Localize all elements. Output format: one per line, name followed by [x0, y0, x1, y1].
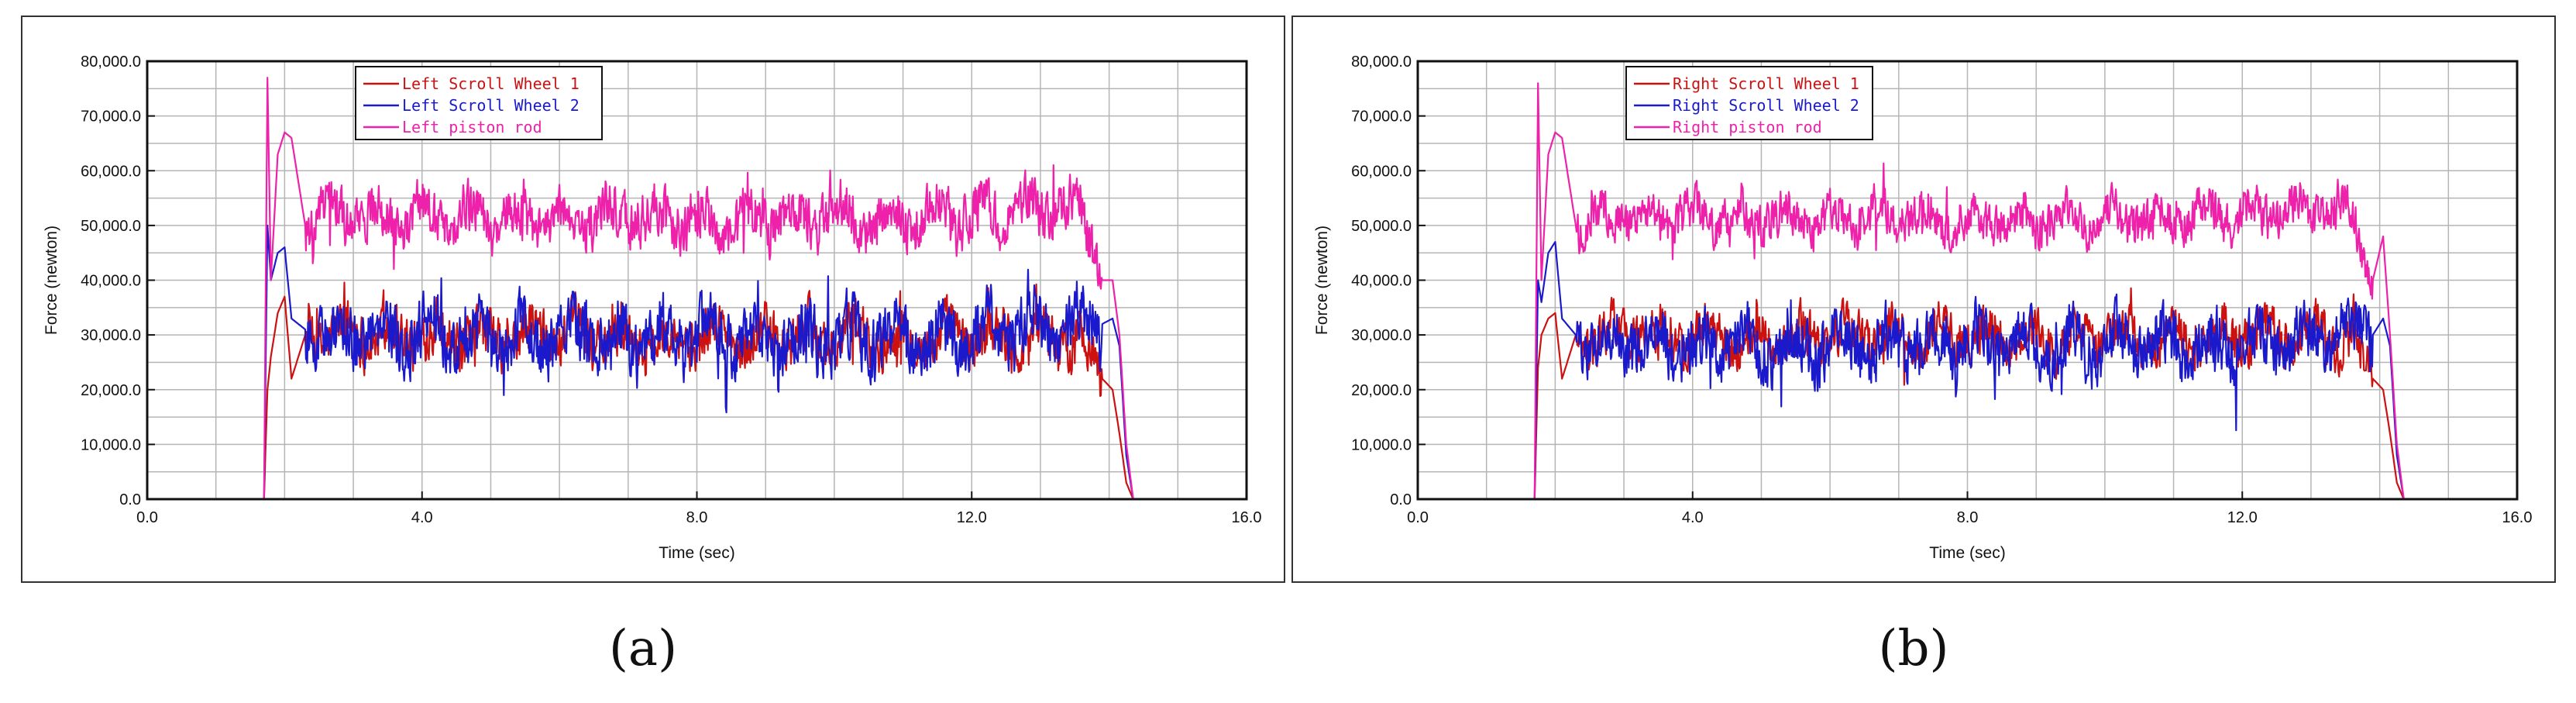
- y-tick-label: 60,000.0: [81, 163, 141, 180]
- legend-label: Left piston rod: [402, 118, 542, 136]
- series-line-2: [1417, 241, 2518, 501]
- x-tick-label: 8.0: [686, 509, 708, 526]
- y-tick-label: 80,000.0: [81, 53, 141, 71]
- y-tick-label: 20,000.0: [81, 382, 141, 399]
- legend: Right Scroll Wheel 1 Right Scroll Wheel 2…: [1625, 66, 1873, 140]
- x-tick-label: 12.0: [2227, 509, 2258, 526]
- x-tick-label: 16.0: [1232, 509, 1262, 526]
- x-tick-label: 0.0: [1407, 509, 1429, 526]
- y-tick-label: 10,000.0: [1351, 436, 1412, 453]
- x-tick-label: 4.0: [1682, 509, 1704, 526]
- grid: [1417, 60, 2518, 500]
- x-tick-label: 4.0: [411, 509, 433, 526]
- y-axis-label: Force (newton): [43, 226, 60, 335]
- chart-panel-a: 0.0 10,000.0 20,000.0 30,000.0 40,000.0 50,00…: [21, 16, 1285, 583]
- y-tick-label: 0.0: [1390, 491, 1412, 508]
- x-tick-label: 0.0: [136, 509, 158, 526]
- y-tick-label: 0.0: [119, 491, 141, 508]
- y-tick-label: 50,000.0: [1351, 218, 1412, 235]
- legend-label: Left Scroll Wheel 1: [402, 74, 580, 93]
- x-tick-label: 8.0: [1957, 509, 1979, 526]
- y-tick-label: 20,000.0: [1351, 382, 1412, 399]
- x-axis-label: Time (sec): [659, 544, 734, 562]
- x-tick-label: 16.0: [2502, 509, 2533, 526]
- y-tick-label: 80,000.0: [1351, 53, 1412, 71]
- caption-a: (a): [608, 620, 678, 677]
- series-line-3: [1417, 82, 2518, 501]
- y-tick-label: 30,000.0: [81, 327, 141, 344]
- x-tick-label: 12.0: [957, 509, 987, 526]
- force-time-chart-b: 0.0 10,000.0 20,000.0 30,000.0 40,000.0 50,00…: [1313, 53, 2533, 562]
- y-tick-label: 40,000.0: [81, 273, 141, 290]
- caption-b: (b): [1878, 620, 1949, 677]
- series-line-3: [146, 77, 1247, 501]
- legend-label: Left Scroll Wheel 2: [402, 96, 580, 115]
- legend-label: Right Scroll Wheel 1: [1673, 74, 1859, 93]
- grid: [146, 60, 1247, 500]
- legend-label: Right Scroll Wheel 2: [1673, 96, 1859, 115]
- y-axis-label: Force (newton): [1313, 226, 1331, 335]
- y-tick-label: 60,000.0: [1351, 163, 1412, 180]
- legend: Left Scroll Wheel 1 Left Scroll Wheel 2 Le…: [355, 66, 603, 140]
- y-tick-label: 30,000.0: [1351, 327, 1412, 344]
- x-axis-label: Time (sec): [1929, 544, 2005, 562]
- y-tick-label: 10,000.0: [81, 436, 141, 453]
- y-tick-label: 70,000.0: [1351, 109, 1412, 126]
- legend-label: Right piston rod: [1673, 118, 1822, 136]
- y-tick-label: 70,000.0: [81, 109, 141, 126]
- chart-panel-b: 0.0 10,000.0 20,000.0 30,000.0 40,000.0 50,00…: [1291, 16, 2556, 583]
- y-tick-label: 50,000.0: [81, 218, 141, 235]
- force-time-chart-a: 0.0 10,000.0 20,000.0 30,000.0 40,000.0 50,00…: [43, 53, 1262, 562]
- series-line-2: [146, 224, 1247, 501]
- y-tick-label: 40,000.0: [1351, 273, 1412, 290]
